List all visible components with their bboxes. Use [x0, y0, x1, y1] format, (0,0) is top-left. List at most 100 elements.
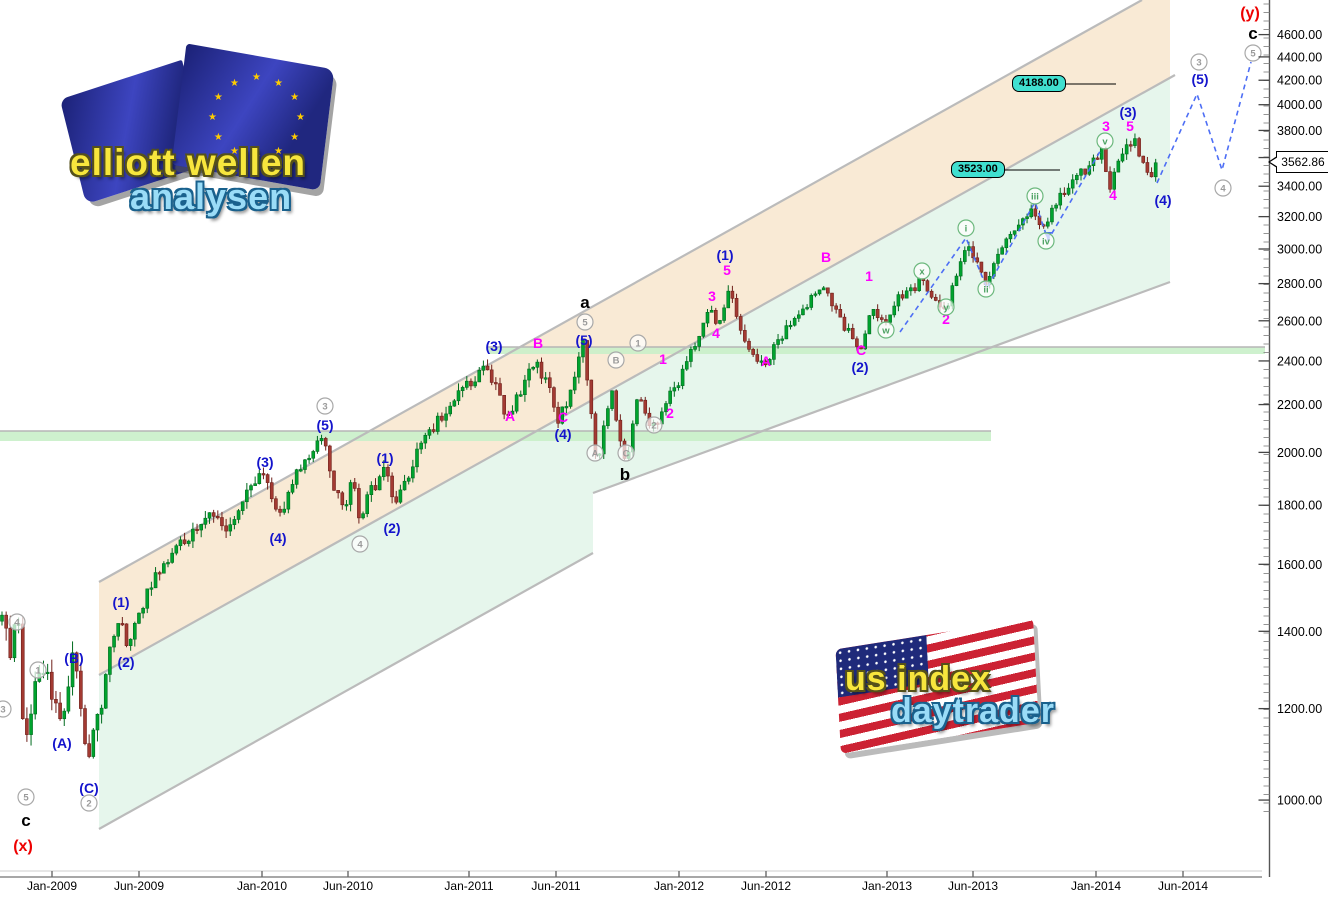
current-price-tag: 3562.86: [1268, 151, 1328, 173]
logo-text-analysen: analysen: [130, 176, 293, 217]
candle: [261, 473, 266, 476]
candle: [1079, 168, 1083, 176]
y-tick-label: 2600.00: [1277, 314, 1322, 328]
wave-label: 2: [651, 420, 656, 431]
candle: [618, 419, 623, 442]
candle: [199, 524, 203, 531]
wave-label: (5): [1191, 71, 1208, 87]
wave-label: (y): [1240, 5, 1260, 22]
circled-wave-label: [576, 313, 594, 331]
candle: [124, 623, 129, 646]
wave-labels-layer: (B) (A) (C) (1) (2) (3) (4) (5) (1) (2) (3) (4) (5) (…: [0, 5, 1262, 855]
wave-label: 3: [322, 401, 327, 412]
wave-label: 1: [865, 268, 873, 284]
candle: [25, 718, 29, 735]
candle: [664, 403, 668, 413]
candle: [369, 485, 374, 495]
logo-text-daytrader: daytrader: [891, 692, 1055, 730]
circled-wave-label: [586, 444, 604, 462]
circled-wave-label: [607, 351, 625, 369]
candle: [419, 442, 423, 450]
y-tick-label: 3400.00: [1277, 180, 1322, 194]
candle: [498, 383, 502, 396]
candle: [332, 470, 336, 491]
candle: [726, 290, 731, 309]
wave-label: (2): [851, 359, 868, 375]
x-tick-label: Jun-2013: [948, 879, 998, 893]
candle: [1095, 157, 1100, 160]
candle: [913, 287, 917, 292]
wave-label: 1: [659, 351, 667, 367]
circled-wave-label: [1244, 44, 1262, 62]
candle: [850, 328, 855, 340]
candle: [54, 699, 58, 704]
candle: [601, 425, 606, 455]
candle: [755, 354, 760, 362]
wave-label: x: [919, 266, 925, 277]
candle: [290, 484, 295, 493]
current-price-value: 3562.86: [1281, 155, 1325, 169]
wave-label: (4): [269, 530, 286, 546]
candle: [796, 314, 801, 319]
circled-wave-label: [17, 788, 35, 806]
candle: [523, 379, 527, 395]
wave-label: B: [821, 249, 831, 265]
candle: [547, 377, 552, 388]
candle: [888, 314, 892, 323]
candle: [1066, 187, 1071, 195]
candle: [348, 482, 353, 505]
eu-stars-icon: ★ ★ ★ ★ ★ ★ ★ ★ ★ ★ ★ ★: [62, 50, 402, 210]
candle: [759, 360, 764, 363]
star-icon: ★: [274, 146, 283, 158]
star-icon: ★: [290, 92, 300, 104]
y-tick-label: 4600.00: [1277, 28, 1322, 42]
candle: [203, 517, 208, 525]
candle: [718, 320, 722, 324]
wave-label: (C): [79, 780, 98, 796]
candle: [1129, 144, 1133, 147]
circled-wave-label: [1214, 179, 1232, 197]
candle: [195, 528, 199, 531]
candle: [610, 390, 614, 409]
wave-label: 5: [723, 262, 731, 278]
candle: [875, 309, 880, 318]
candle: [859, 346, 863, 350]
candle: [846, 328, 851, 331]
circled-wave-label: [629, 334, 647, 352]
logo-text-us-index: us index: [845, 660, 991, 698]
candle: [792, 318, 797, 326]
candle: [809, 295, 814, 308]
y-tick-label: 2800.00: [1277, 277, 1322, 291]
circled-wave-label: [1026, 187, 1044, 205]
candle: [411, 466, 415, 479]
candle: [448, 405, 453, 415]
wave-label: 5: [1126, 118, 1134, 134]
wave-label: (3): [256, 454, 273, 470]
candle: [83, 708, 87, 744]
wave-label: iii: [1031, 191, 1039, 202]
wave-label: C: [558, 409, 568, 425]
candle: [767, 359, 772, 366]
star-icon: ★: [230, 146, 239, 158]
candle: [1116, 160, 1121, 173]
candle: [481, 365, 486, 371]
x-tick-label: Jun-2011: [531, 879, 580, 893]
candle: [606, 408, 610, 427]
star-icon: ★: [252, 151, 261, 163]
candle: [489, 369, 494, 383]
candle: [427, 429, 432, 436]
candle: [780, 338, 785, 341]
wave-label: (x): [13, 838, 33, 855]
circled-wave-label: [877, 321, 895, 339]
us-index-daytrader-logo: us index daytrader: [833, 618, 1123, 770]
candle: [855, 338, 859, 347]
candle: [477, 370, 482, 383]
candle: [265, 474, 270, 483]
candle: [253, 483, 257, 486]
wave-label: 5: [1250, 48, 1256, 59]
candle: [693, 346, 697, 350]
circled-wave-label: [1190, 53, 1208, 71]
support-bands: [0, 346, 1265, 441]
candle: [925, 280, 930, 292]
